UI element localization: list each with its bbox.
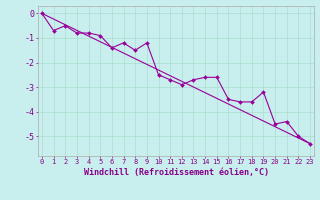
- X-axis label: Windchill (Refroidissement éolien,°C): Windchill (Refroidissement éolien,°C): [84, 168, 268, 177]
